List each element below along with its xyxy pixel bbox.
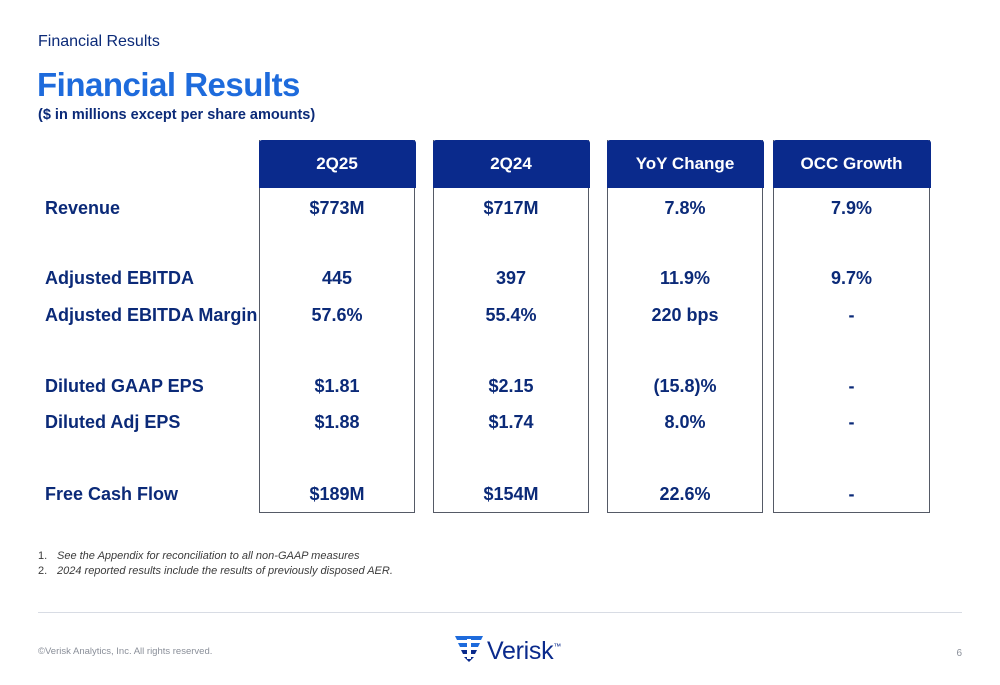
table-cell: 220 bps xyxy=(651,305,719,325)
table-cell: 11.9% xyxy=(659,268,711,288)
table-cell: 7.9% xyxy=(830,198,873,218)
row-label-free-cash-flow: Free Cash Flow xyxy=(45,484,179,504)
table-cell: - xyxy=(848,376,855,396)
table-cell: 22.6% xyxy=(659,484,711,504)
table-cell: $2.15 xyxy=(488,376,534,396)
page-subtitle: ($ in millions except per share amounts) xyxy=(38,107,316,123)
row-label-adjusted-ebitda-margin: Adjusted EBITDA Margin xyxy=(45,305,258,325)
column-occ-growth: OCC Growth 7.9% 9.7% - - - - xyxy=(772,140,931,513)
column-yoy-change: YoY Change 7.8% 11.9% 220 bps (15.8)% 8.… xyxy=(606,140,764,513)
table-cell: 55.4% xyxy=(485,305,537,325)
footnotes: 1. See the Appendix for reconciliation to… xyxy=(38,549,393,579)
column-header: YoY Change xyxy=(606,140,764,188)
footer-divider xyxy=(38,612,962,613)
copyright-text: ©Verisk Analytics, Inc. All rights reser… xyxy=(38,646,213,657)
table-cell: (15.8)% xyxy=(653,376,717,396)
verisk-logo-icon xyxy=(455,635,483,667)
page-title: Financial Results xyxy=(37,66,300,103)
table-cell: 445 xyxy=(321,268,353,288)
section-label: Financial Results xyxy=(38,33,160,50)
row-label-diluted-gaap-eps: Diluted GAAP EPS xyxy=(45,376,204,396)
footnote-number: 1. xyxy=(38,550,48,562)
logo-trademark: ™ xyxy=(553,642,562,651)
footnote-number: 2. xyxy=(38,565,48,577)
table-cell: $1.74 xyxy=(488,412,534,432)
table-cell: 397 xyxy=(495,268,527,288)
table-cell: $1.88 xyxy=(314,412,360,432)
table-cell: $1.81 xyxy=(314,376,360,396)
table-cell: 7.8% xyxy=(664,198,706,218)
logo-wordmark: Verisk xyxy=(487,636,554,665)
table-cell: - xyxy=(848,412,855,432)
column-2q24: 2Q24 $717M 397 55.4% $2.15 $1.74 $154M xyxy=(432,140,590,513)
table-cell: 9.7% xyxy=(830,268,873,288)
column-header: 2Q24 xyxy=(432,140,590,188)
table-cell: - xyxy=(848,305,855,325)
column-2q25: 2Q25 $773M 445 57.6% $1.81 $1.88 $189M xyxy=(258,140,416,513)
column-header: OCC Growth xyxy=(772,140,931,188)
page-number: 6 xyxy=(956,648,962,659)
column-header: 2Q25 xyxy=(258,140,416,188)
table-cell: 57.6% xyxy=(311,305,363,325)
table-cell: 8.0% xyxy=(664,412,706,432)
footnote-item: 1. See the Appendix for reconciliation to… xyxy=(38,549,393,564)
row-label-revenue: Revenue xyxy=(45,198,121,218)
row-label-diluted-adj-eps: Diluted Adj EPS xyxy=(45,412,181,432)
verisk-logo: Verisk ™ xyxy=(455,634,561,668)
table-cell: $773M xyxy=(309,198,365,218)
footnote-item: 2. 2024 reported results include the resu… xyxy=(38,564,393,579)
footnote-text: 2024 reported results include the result… xyxy=(57,565,393,577)
table-cell: $717M xyxy=(483,198,539,218)
table-cell: $154M xyxy=(483,484,539,504)
table-cell: $189M xyxy=(309,484,365,504)
table-cell: - xyxy=(848,484,855,504)
row-label-adjusted-ebitda: Adjusted EBITDA xyxy=(45,268,195,288)
footnote-text: See the Appendix for reconciliation to a… xyxy=(57,550,360,562)
